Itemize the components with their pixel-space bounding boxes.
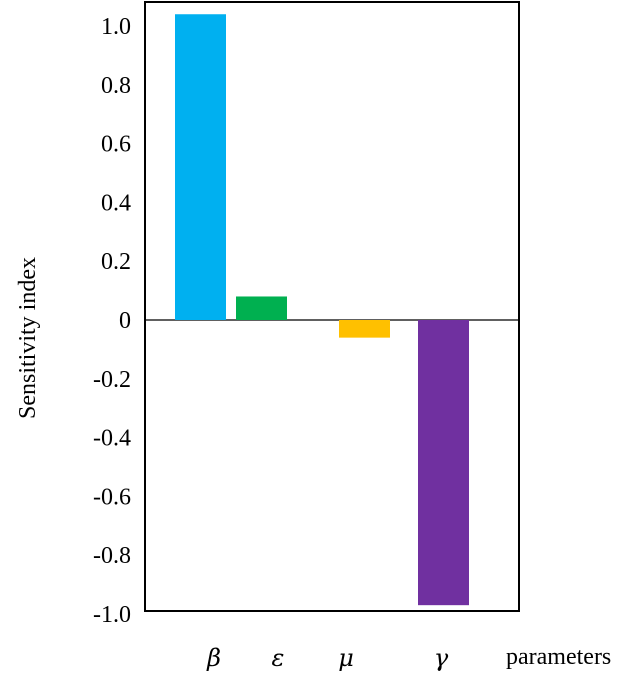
- y-axis-title: Sensitivity index: [15, 257, 41, 419]
- y-tick-label: -0.2: [93, 367, 131, 393]
- y-tick-label: 0.2: [101, 249, 131, 275]
- y-tick-label: 0.4: [101, 190, 131, 216]
- plot-frame: [144, 1, 520, 612]
- x-category-label: μ: [338, 644, 354, 672]
- y-tick-label: 0.6: [101, 132, 131, 158]
- bar-0: [175, 14, 226, 321]
- x-category-label: γ: [434, 644, 449, 672]
- y-tick-label: 0: [119, 308, 131, 334]
- bar-1: [236, 296, 287, 320]
- x-category-label: ε: [272, 644, 285, 672]
- y-tick-label: -0.4: [93, 426, 131, 452]
- y-tick-label: 0.8: [101, 73, 131, 99]
- x-category-label: β: [206, 644, 221, 672]
- y-tick-label: -1.0: [93, 602, 131, 628]
- x-axis-title: parameters: [506, 644, 611, 670]
- bars-group: [175, 14, 469, 606]
- bar-2: [339, 320, 390, 338]
- y-tick-label: -0.8: [93, 543, 131, 569]
- bar-3: [418, 320, 469, 606]
- y-tick-label: 1.0: [101, 14, 131, 40]
- y-tick-label: -0.6: [93, 484, 131, 510]
- y-tick-labels: 1.0 0.8 0.6 0.4 0.2 0 -0.2 -0.4 -0.6 -0.8 -1.0: [93, 14, 131, 628]
